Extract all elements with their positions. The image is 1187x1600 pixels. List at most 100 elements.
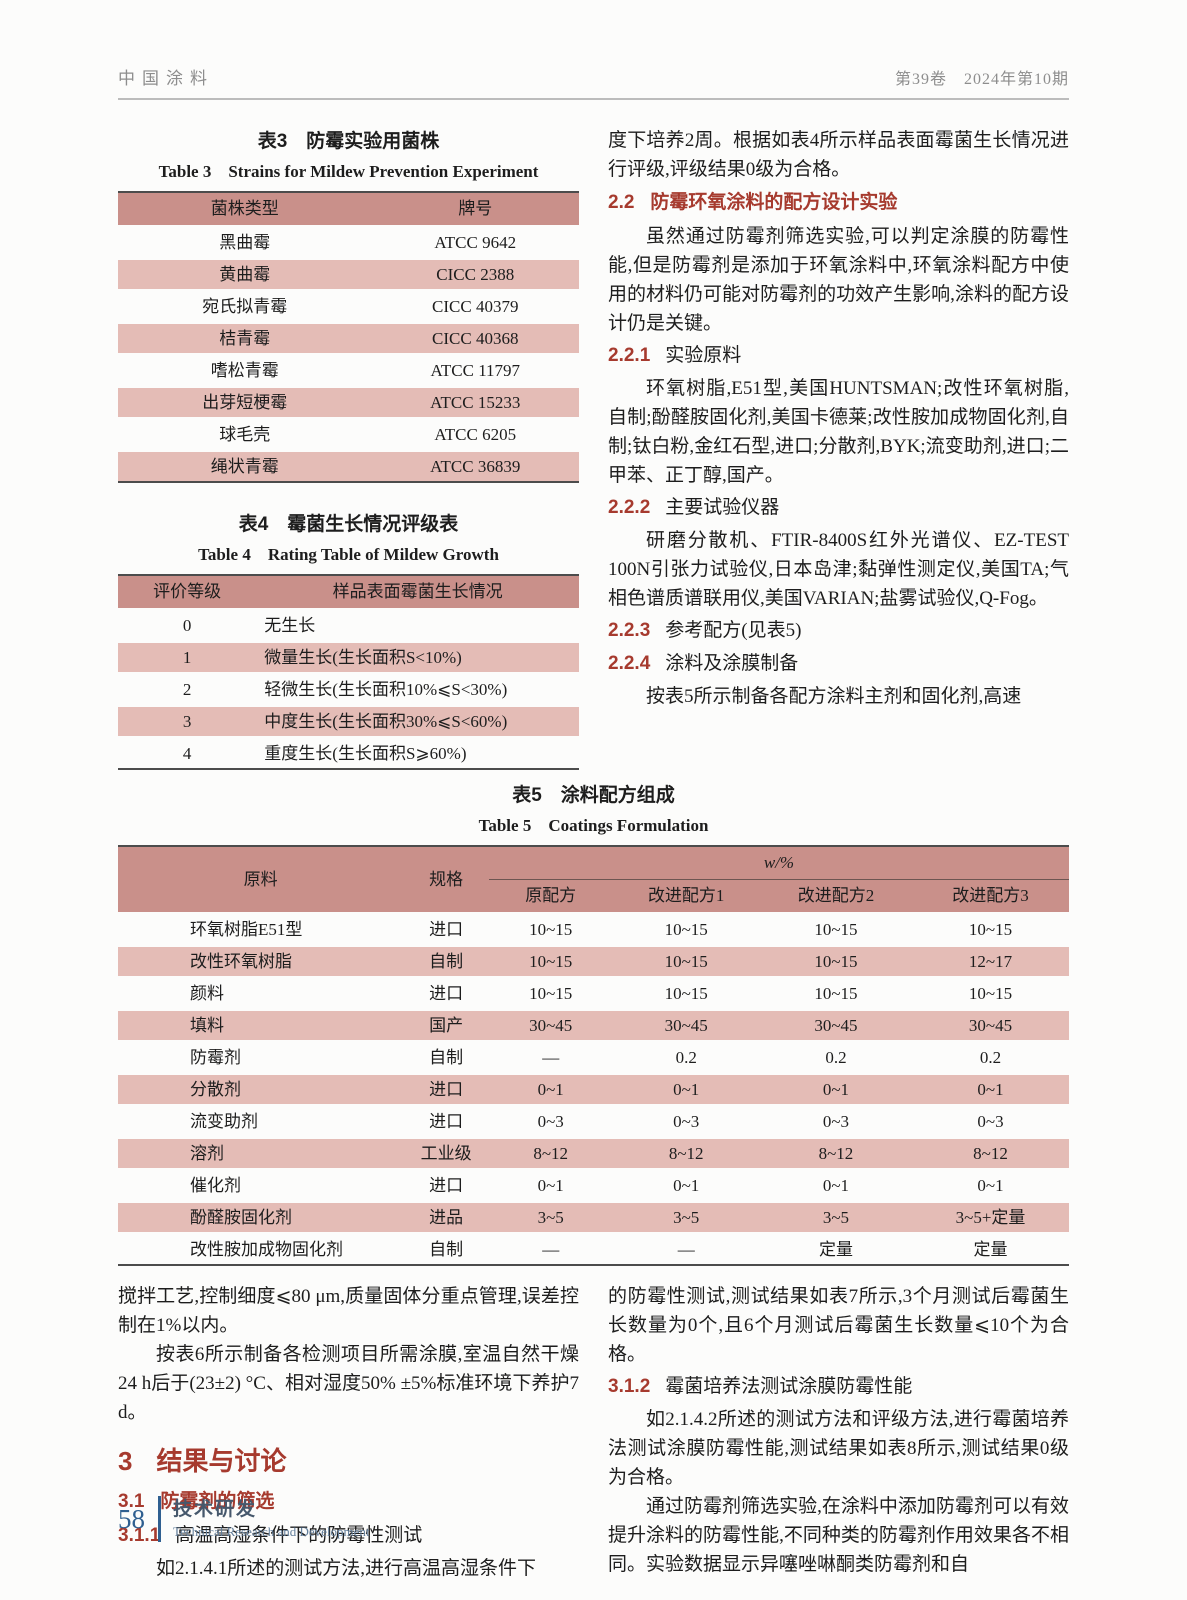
footer-section: 技术研发 Technical Research and Development [173,1499,370,1539]
table-row: 溶剂 工业级 8~12 8~12 8~12 8~12 [118,1137,1069,1171]
journal-name: 中国涂料 [118,69,214,88]
section-number: 3.1.2 [608,1376,651,1397]
column-header: 样品表面霉菌生长情况 [256,576,579,611]
table-row: 防霉剂 自制 —0.2 0.2 0.2 [118,1041,1069,1075]
lower-columns: 搅拌工艺,控制细度⩽80 μm,质量固体分重点管理,误差控制在1%以内。 按表6… [118,1282,1069,1583]
page-number: 58 [118,1503,145,1534]
table-row: 桔青霉 CICC 40368 [118,322,579,356]
table4-title: 表4 霉菌生长情况评级表 Table 4 Rating Table of Mil… [118,509,579,565]
column-header: 规格 [403,847,489,915]
section-number: 3.1 [118,1491,145,1512]
section-title: 霉菌培养法测试涂膜防霉性能 [665,1376,913,1397]
section-heading-3-1-2: 3.1.2 霉菌培养法测试涂膜防霉性能 [608,1372,1069,1402]
table4-title-cn: 表4 霉菌生长情况评级表 [238,514,459,535]
section-heading-2-2-3: 2.2.3 参考配方(见表5) [608,616,1069,646]
table5-section: 表5 涂料配方组成 Table 5 Coatings Formulation 原… [118,780,1069,1266]
table5-header-row-2: 原配方 改进配方1 改进配方2 改进配方3 [118,879,1069,915]
footer-section-en: Technical Research and Development [173,1524,370,1539]
table-row: 嗜松青霉 ATCC 11797 [118,354,579,388]
section-title: 实验原料 [665,345,742,366]
table3-title-en: Table 3 Strains for Mildew Prevention Ex… [158,162,539,181]
column-header: 评价等级 [118,576,257,611]
table3-title-cn: 表3 防霉实验用菌株 [257,131,440,152]
left-column: 表3 防霉实验用菌株 Table 3 Strains for Mildew Pr… [118,126,579,770]
table-row: 环氧树脂E51型 进口 10~15 10~15 10~15 10~15 [118,913,1069,947]
span-header-w-percent: w/% [488,847,1069,880]
table-row: 改性胺加成物固化剂 自制 — — 定量 定量 [190,1240,1008,1259]
paragraph: 的防霉性测试,测试结果如表7所示,3个月测试后霉菌生长数量为0个,且6个月测试后… [608,1286,1069,1365]
section-number: 2.2.1 [608,345,651,366]
section-number: 3 [118,1446,133,1476]
page-header: 中国涂料 第39卷 2024年第10期 [118,64,1069,100]
table5: 原料 规格 w/% 原配方 改进配方1 改进配方2 改进配方3 环氧树脂E51型… [118,845,1069,1266]
column-header: 牌号 [371,193,579,228]
section-title: 防霉剂的筛选 [160,1491,275,1512]
table-row: 1 微量生长(生长面积S<10%) [118,641,579,675]
column-header: 改进配方1 [612,879,760,915]
paragraph: 通过防霉剂筛选实验,在涂料中添加防霉剂可以有效提升涂料的防霉性能,不同种类的防霉… [608,1496,1069,1575]
table-row: 3 中度生长(生长面积30%⩽S<60%) [118,705,579,739]
column-header: 改进配方2 [759,879,913,915]
section-title: 高温高湿条件下的防霉性测试 [175,1525,423,1546]
section-title: 结果与讨论 [156,1446,287,1476]
table-row: 改性环氧树脂 自制 10~15 10~15 10~15 12~17 [118,945,1069,979]
section-title: 防霉环氧涂料的配方设计实验 [650,192,898,213]
paragraph: 按表6所示制备各检测项目所需涂膜,室温自然干燥24 h后于(23±2) °C、相… [118,1344,579,1423]
table5-title-cn: 表5 涂料配方组成 [512,785,675,806]
table-row: 2 轻微生长(生长面积10%⩽S<30%) [118,673,579,707]
table5-title-en: Table 5 Coatings Formulation [478,816,709,835]
section-title: 参考配方(见表5) [665,620,802,641]
upper-columns: 表3 防霉实验用菌株 Table 3 Strains for Mildew Pr… [118,126,1069,770]
footer-section-cn: 技术研发 [173,1499,258,1520]
table-row: 宛氏拟青霉 CICC 40379 [118,290,579,324]
section-heading-3-1-1: 3.1.1 高温高湿条件下的防霉性测试 [118,1521,579,1551]
section-heading-2-2-2: 2.2.2 主要试验仪器 [608,493,1069,523]
right-column: 度下培养2周。根据如表4所示样品表面霉菌生长情况进行评级,评级结果0级为合格。 … [608,126,1069,770]
section-number: 2.2.4 [608,653,651,674]
lower-left-column: 搅拌工艺,控制细度⩽80 μm,质量固体分重点管理,误差控制在1%以内。 按表6… [118,1282,579,1583]
table-row: 填料 国产 30~45 30~45 30~45 30~45 [118,1009,1069,1043]
section-number: 2.2.3 [608,620,651,641]
section-number: 2.2.2 [608,497,651,518]
table3-title: 表3 防霉实验用菌株 Table 3 Strains for Mildew Pr… [118,126,579,182]
column-header: 改进配方3 [912,879,1069,915]
table-row: 分散剂 进口 0~1 0~1 0~1 0~1 [118,1073,1069,1107]
section-number: 2.2 [608,192,635,213]
page-footer: 58 技术研发 Technical Research and Developme… [118,1496,370,1542]
table5-header-row-1: 原料 规格 w/% [118,847,1069,915]
lower-right-column: 的防霉性测试,测试结果如表7所示,3个月测试后霉菌生长数量为0个,且6个月测试后… [608,1282,1069,1583]
section-title: 主要试验仪器 [665,497,780,518]
table-row: 球毛壳 ATCC 6205 [118,418,579,452]
paragraph: 虽然通过防霉剂筛选实验,可以判定涂膜的防霉性能,但是防霉剂是添加于环氧涂料中,环… [608,226,1069,334]
table4-header-row: 评价等级 样品表面霉菌生长情况 [118,576,579,611]
table-row: 颜料 进口 10~15 10~15 10~15 10~15 [118,977,1069,1011]
paragraph: 如2.1.4.2所述的测试方法和评级方法,进行霉菌培养法测试涂膜防霉性能,测试结… [608,1409,1069,1488]
table-row: 流变助剂 进口 0~3 0~3 0~3 0~3 [118,1105,1069,1139]
table5-title: 表5 涂料配方组成 Table 5 Coatings Formulation [118,780,1069,836]
section-number: 3.1.1 [118,1525,161,1546]
section-title: 涂料及涂膜制备 [665,653,799,674]
column-header: 原配方 [488,879,613,915]
column-header: 菌株类型 [118,193,372,228]
table-row: 黑曲霉 ATCC 9642 [118,226,579,260]
section-heading-3-1: 3.1 防霉剂的筛选 [118,1487,579,1517]
table-row: 黄曲霉 CICC 2388 [118,258,579,292]
paragraph: 度下培养2周。根据如表4所示样品表面霉菌生长情况进行评级,评级结果0级为合格。 [608,130,1069,180]
table-row: 0 无生长 [118,609,579,643]
issue-info: 第39卷 2024年第10期 [894,71,1069,88]
paragraph: 环氧树脂,E51型,美国HUNTSMAN;改性环氧树脂,自制;酚醛胺固化剂,美国… [608,378,1069,486]
table4-title-en: Table 4 Rating Table of Mildew Growth [198,545,499,564]
section-heading-2-2-1: 2.2.1 实验原料 [608,341,1069,371]
column-header: 原料 [118,847,404,915]
table-row: 绳状青霉 ATCC 36839 [118,450,579,481]
paragraph: 按表5所示制备各配方涂料主剂和固化剂,高速 [646,686,1022,707]
table-row: 4 重度生长(生长面积S⩾60%) [182,744,467,763]
table-row: 酚醛胺固化剂 进品 3~5 3~5 3~5 3~5+定量 [118,1201,1069,1235]
paragraph: 搅拌工艺,控制细度⩽80 μm,质量固体分重点管理,误差控制在1%以内。 [118,1286,579,1336]
paragraph: 研磨分散机、FTIR-8400S红外光谱仪、EZ-TEST 100N引张力试验仪… [608,530,1069,609]
paragraph: 如2.1.4.1所述的测试方法,进行高温高湿条件下 [156,1558,537,1579]
table-row: 催化剂 进口 0~1 0~1 0~1 0~1 [118,1169,1069,1203]
section-heading-2-2: 2.2 防霉环氧涂料的配方设计实验 [608,188,1069,218]
